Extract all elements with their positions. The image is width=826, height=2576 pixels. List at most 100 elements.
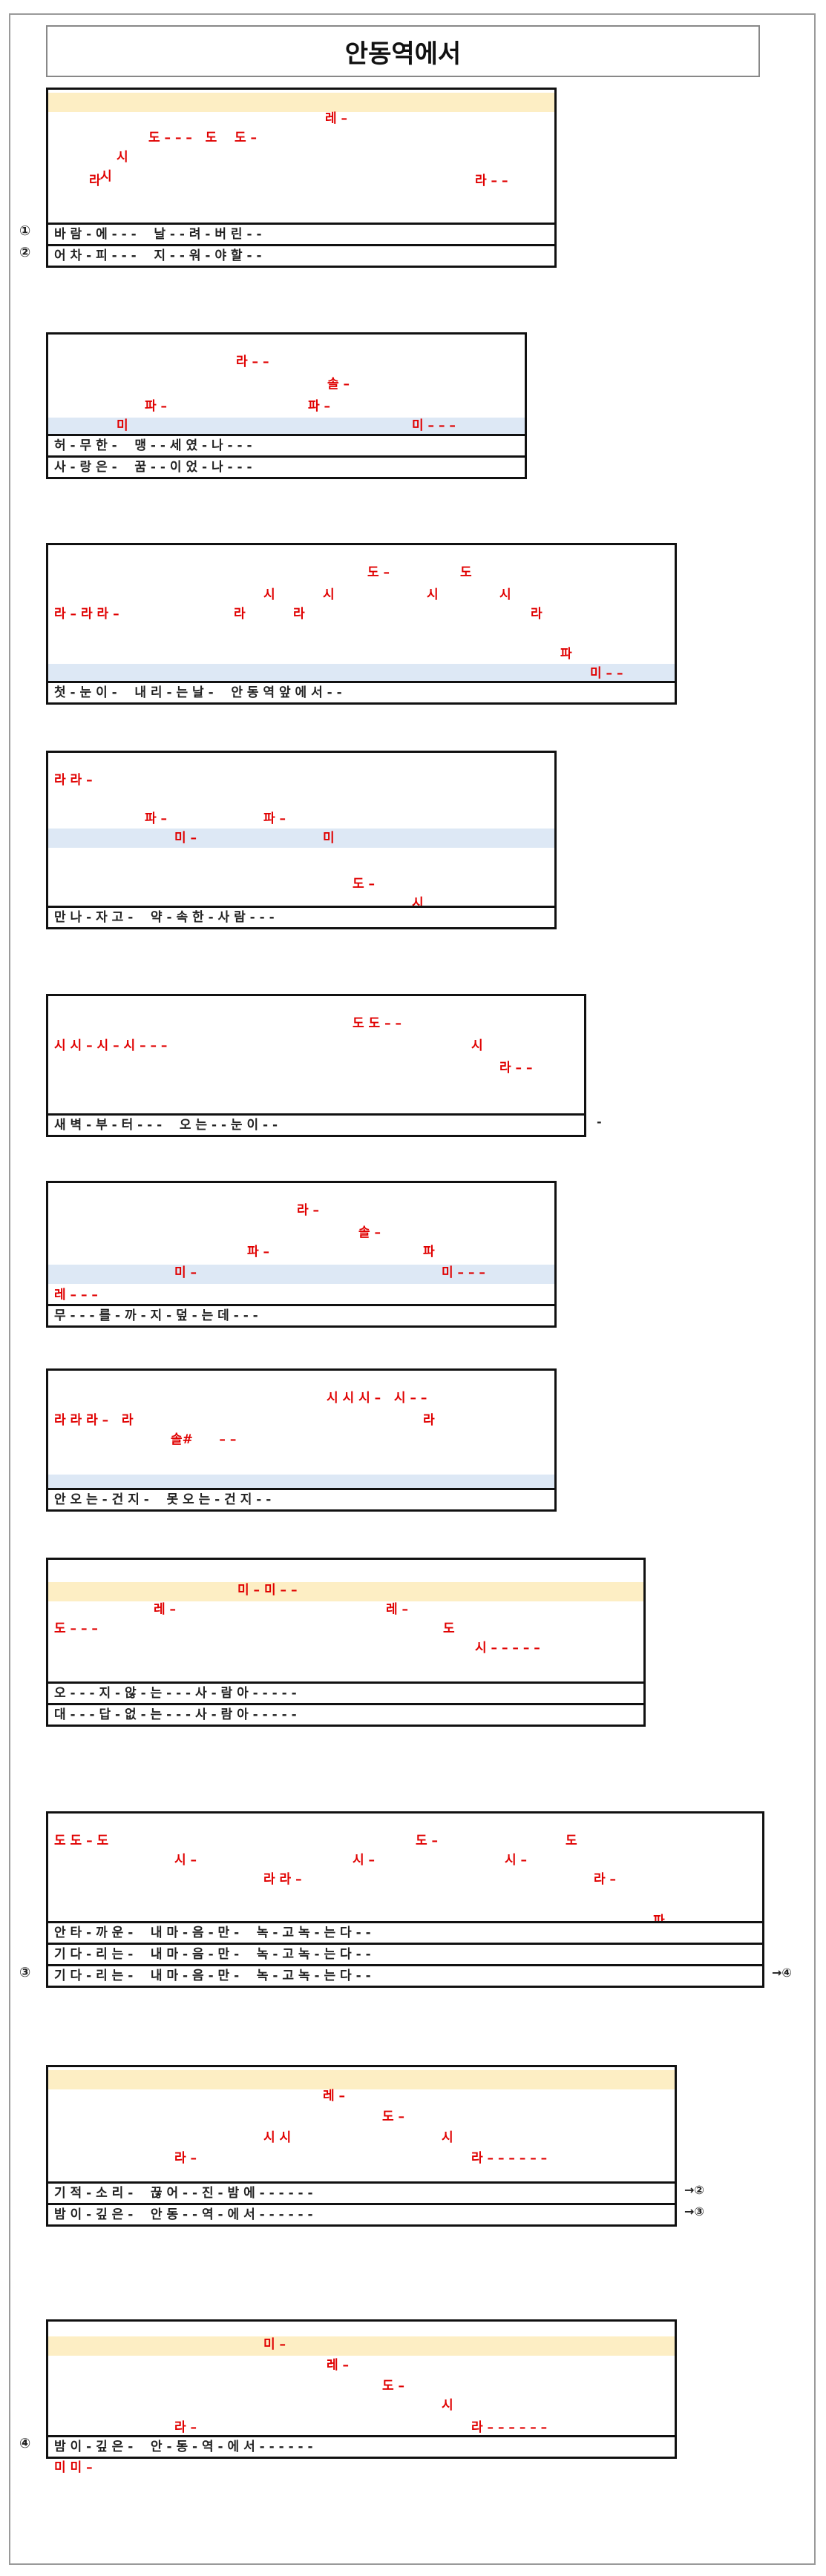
note-group: 시 –	[174, 1853, 197, 1868]
lyric-text: 기 다 - 리 는 - 내 마 - 음 - 만 - 녹 - 고 녹 - 는 다 …	[54, 1969, 371, 1983]
note-group: 미 – – –	[442, 1265, 485, 1280]
score-system: 레 –도 –시 시시라 –라 – – – – – –파미 미 –기 적 - 소 …	[46, 2065, 677, 2227]
highlight-band-yellow	[48, 2336, 675, 2356]
lyric-text: 안 오 는 - 건 지 - 못 오 는 - 건 지 - -	[54, 1492, 272, 1507]
note-group: 시	[323, 587, 335, 602]
note-group: 미	[117, 418, 128, 433]
lyric-text: 첫 - 눈 이 - 내 리 - 는 날 - 안 동 역 앞 에 서 - -	[54, 685, 342, 700]
note-group: 솔 –	[358, 1225, 381, 1240]
score-system: 라 라 –파 –파 –미 –미도 –시라 – – –만 나 - 자 고 - 약 …	[46, 751, 557, 930]
lyric-text: 기 다 - 리 는 - 내 마 - 음 - 만 - 녹 - 고 녹 - 는 다 …	[54, 1947, 371, 1962]
note-group: 라 – 라 라 –	[54, 607, 119, 622]
note-group: 레 –	[323, 2089, 346, 2104]
note-group: 솔 –	[327, 377, 350, 392]
lyric-row: 어 차 - 피 - - - 지 - - 워 - 야 할 - -	[46, 244, 557, 268]
lyric-row: 바 람 - 에 - - - 날 - - 려 - 버 린 - -	[46, 223, 557, 246]
note-group: 도 –	[416, 1834, 439, 1848]
note-group: 미	[323, 831, 335, 846]
note-group: 파 –	[247, 1245, 270, 1259]
note-group: 시	[427, 587, 439, 602]
note-group: 시 시	[263, 2130, 292, 2145]
repeat-arrow: →③	[684, 2204, 704, 2218]
note-group: 라 –	[297, 1203, 320, 1218]
note-group: 라 라 –	[54, 773, 93, 788]
note-group: 라	[423, 1413, 435, 1428]
note-group: 미 – – –	[412, 418, 456, 433]
note-group: 시	[442, 2130, 453, 2145]
note-group: 도 –	[382, 2379, 405, 2394]
note-group: 파 –	[145, 399, 168, 414]
highlight-band-blue	[48, 418, 525, 437]
note-group: 라	[234, 607, 246, 622]
note-group: 시	[263, 587, 275, 602]
note-group: 솔# – –	[171, 1432, 237, 1447]
note-group: 라 – –	[499, 1061, 533, 1075]
lyric-row: 허 - 무 한 - 맹 - - 세 였 - 나 - - -	[46, 434, 527, 458]
lyric-text: 만 나 - 자 고 - 약 - 속 한 - 사 람 - - -	[54, 910, 275, 925]
note-group: 라 – – – – – –	[471, 2420, 548, 2435]
lyric-row: 사 - 랑 은 - 꿈 - - 이 었 - 나 - - -	[46, 455, 527, 479]
note-group: 시 시 시 – 시 – –	[327, 1391, 427, 1406]
lyric-text: 바 람 - 에 - - - 날 - - 려 - 버 린 - -	[54, 227, 262, 242]
note-group: 시 –	[353, 1853, 376, 1868]
highlight-band-blue	[48, 664, 675, 683]
note-group: 도	[443, 1621, 455, 1636]
note-group: 미 –	[263, 2337, 286, 2352]
lyric-text: 사 - 랑 은 - 꿈 - - 이 었 - 나 - - -	[54, 460, 252, 475]
note-group: 라	[531, 607, 543, 622]
score-system: 도 – 도 시 시 시 시 라 – 라 라 – 라 라 라 파 미 – – 첫 - 눈 이 - 내 리 …	[46, 543, 677, 705]
note-group: 라 –	[174, 2420, 197, 2435]
score-system: 도 도 – – 시 시 – 시 – 시 – – – 시 라 – – 새 벽 - 부 - …	[46, 994, 586, 1137]
note-group: 파 –	[308, 399, 331, 414]
note-group: 라 – – – – – –	[471, 2151, 548, 2166]
trailing-dash: -	[597, 1115, 602, 1129]
note-group: 레 –	[154, 1602, 177, 1617]
lyric-text: 오 - - - 지 - 않 - 는 - - - 사 - 람 아 - - - - …	[54, 1686, 297, 1701]
note-group: 시	[100, 169, 112, 184]
lyric-row: 기 적 - 소 리 - 끊 어 - - 진 - 밤 에 - - - - - -	[46, 2181, 677, 2205]
note-group: 시	[117, 150, 128, 165]
note-group: 레 –	[327, 2358, 350, 2373]
lyric-row: 기 다 - 리 는 - 내 마 - 음 - 만 - 녹 - 고 녹 - 는 다 …	[46, 1943, 764, 1966]
note-group: 시 –	[505, 1853, 528, 1868]
note-group: 도	[460, 565, 472, 580]
note-group: 라 – –	[236, 355, 269, 369]
lyric-row: 기 다 - 리 는 - 내 마 - 음 - 만 - 녹 - 고 녹 - 는 다 …	[46, 1964, 764, 1988]
highlight-band-yellow	[48, 2070, 675, 2089]
verse-marker: ②	[19, 245, 31, 260]
lyric-row: 대 - - - 답 - 없 - 는 - - - 사 - 람 아 - - - - …	[46, 1703, 646, 1727]
score-system: 미 – 미 – – 레 – 레 – 도 – – – 도 시 – – – – – 오 - - …	[46, 1558, 646, 1727]
lyric-text: 밤 이 - 깊 은 - 안 - 동 - 역 - 에 서 - - - - - -	[54, 2440, 313, 2454]
lyric-row: 안 오 는 - 건 지 - 못 오 는 - 건 지 - -	[46, 1488, 557, 1512]
lyric-row: 만 나 - 자 고 - 약 - 속 한 - 사 람 - - -	[46, 906, 557, 929]
highlight-band-blue	[48, 1265, 554, 1284]
note-group: 파	[423, 1245, 435, 1259]
verse-marker: ①	[19, 223, 31, 239]
lyric-text: 어 차 - 피 - - - 지 - - 워 - 야 할 - -	[54, 248, 262, 263]
note-group: 도	[566, 1834, 577, 1848]
note-group: 라 – –	[475, 174, 508, 188]
lyric-row: 오 - - - 지 - 않 - 는 - - - 사 - 람 아 - - - - …	[46, 1681, 646, 1705]
lyric-row: 안 타 - 까 운 - 내 마 - 음 - 만 - 녹 - 고 녹 - 는 다 …	[46, 1921, 764, 1945]
note-group: 시	[471, 1038, 483, 1053]
note-group: 레 – – –	[54, 1288, 98, 1302]
note-group: 미 –	[174, 1265, 197, 1280]
note-group: 라 –	[594, 1872, 617, 1887]
score-system: 라 – –솔 –파 –파 –미미 – – –레 –허 - 무 한 - 맹 - -…	[46, 332, 527, 479]
lyric-text: 허 - 무 한 - 맹 - - 세 였 - 나 - - -	[54, 438, 252, 453]
note-group: 미 – 미 – –	[237, 1583, 298, 1598]
note-group: 라	[293, 607, 305, 622]
song-title-text: 안동역에서	[344, 39, 462, 69]
note-group: 라 라 라 – 라	[54, 1413, 134, 1428]
highlight-band-blue	[48, 829, 554, 848]
lyric-text: 밤 이 - 깊 은 - 안 동 - - 역 - 에 서 - - - - - -	[54, 2207, 313, 2222]
score-system: 도 도 – 도도 –도시 –시 –시 –라 라 –라 –파미 – –안 타 - …	[46, 1811, 764, 1988]
lyric-row: 무 - - - 를 - 까 - 지 - 덮 - 는 데 - - -	[46, 1304, 557, 1328]
note-group: 라 –	[174, 2151, 197, 2166]
verse-marker: ③	[19, 1965, 31, 1980]
verse-marker: ④	[19, 2436, 31, 2451]
highlight-band-yellow	[48, 1582, 643, 1601]
